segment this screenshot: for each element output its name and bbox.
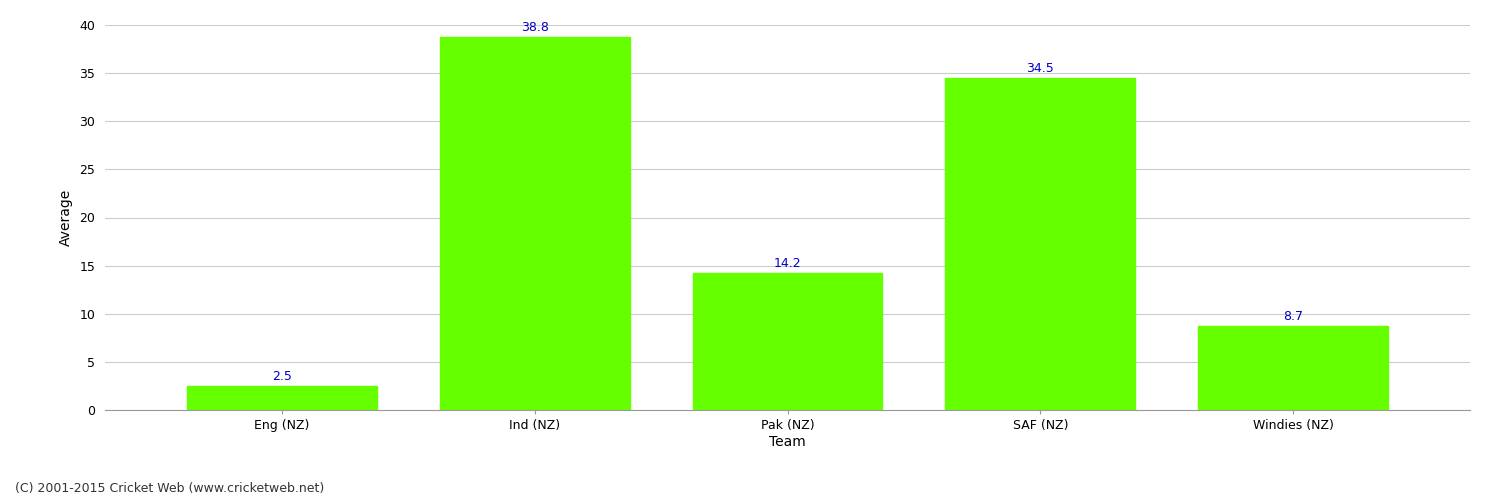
Text: 8.7: 8.7 <box>1282 310 1304 324</box>
Y-axis label: Average: Average <box>58 189 72 246</box>
Text: (C) 2001-2015 Cricket Web (www.cricketweb.net): (C) 2001-2015 Cricket Web (www.cricketwe… <box>15 482 324 495</box>
Bar <box>188 386 376 410</box>
Text: 2.5: 2.5 <box>272 370 292 383</box>
X-axis label: Team: Team <box>770 435 806 449</box>
Text: 14.2: 14.2 <box>774 258 801 270</box>
Text: 38.8: 38.8 <box>520 20 549 34</box>
Bar <box>440 36 630 410</box>
Text: 34.5: 34.5 <box>1026 62 1054 75</box>
Bar <box>693 274 882 410</box>
Bar <box>1198 326 1388 410</box>
Bar <box>945 78 1136 410</box>
